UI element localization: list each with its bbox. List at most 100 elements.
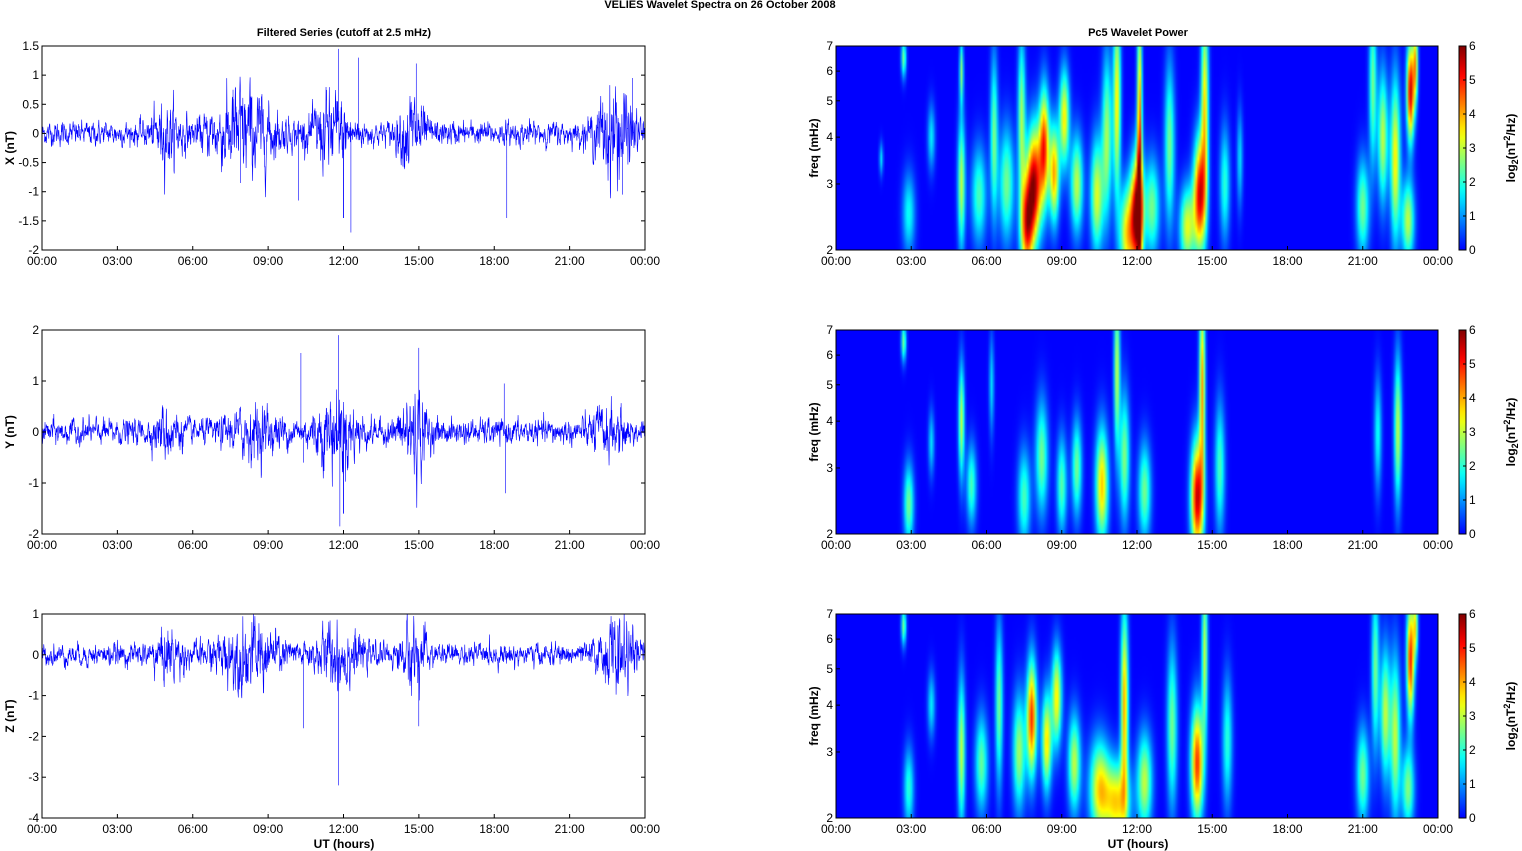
x-tick-label: 18:00 — [1272, 822, 1302, 836]
y-tick-label: 1 — [32, 607, 39, 621]
figure-title: VELIES Wavelet Spectra on 26 October 200… — [604, 0, 835, 11]
wavelet-power-map — [836, 330, 1438, 534]
colorbar-tick-label: 1 — [1469, 493, 1476, 507]
y-tick-label: -3 — [28, 770, 39, 784]
y-tick-label: 2 — [826, 243, 833, 257]
y-tick-label: 4 — [826, 698, 833, 712]
y-tick-label: 7 — [826, 323, 833, 337]
colorbar-tick-label: 2 — [1469, 459, 1476, 473]
x-tick-label: 12:00 — [328, 254, 358, 268]
x-tick-label: 00:00 — [1423, 538, 1453, 552]
x-tick-label: 00:00 — [630, 254, 660, 268]
y-tick-label: 6 — [826, 64, 833, 78]
x-tick-label: 18:00 — [479, 254, 509, 268]
y-tick-label: 0 — [32, 648, 39, 662]
x-tick-label: 06:00 — [178, 822, 208, 836]
colorbar-tick-label: 1 — [1469, 209, 1476, 223]
left-column-title: Filtered Series (cutoff at 2.5 mHz) — [257, 27, 432, 39]
x-tick-label: 00:00 — [27, 538, 57, 552]
y-tick-label: -1 — [28, 185, 39, 199]
y-tick-label: 3 — [826, 177, 833, 191]
x-tick-label: 15:00 — [1197, 822, 1227, 836]
x-tick-label: 09:00 — [1047, 254, 1077, 268]
wavelet-power-map — [836, 614, 1438, 818]
colorbar-label: log2(nT2/Hz) — [1502, 682, 1520, 751]
colorbar-tick-label: 5 — [1469, 641, 1476, 655]
y-tick-label: 5 — [826, 662, 833, 676]
right-column-title: Pc5 Wavelet Power — [1088, 27, 1189, 39]
x-tick-label: 15:00 — [1197, 538, 1227, 552]
x-tick-label: 06:00 — [971, 822, 1001, 836]
colorbar-tick-label: 1 — [1469, 777, 1476, 791]
x-tick-label: 18:00 — [1272, 538, 1302, 552]
x-tick-label: 00:00 — [821, 822, 851, 836]
series-panel-y: -2 -1 0 1 2 00:00 03:00 06:00 09:00 12:00 15:00 18:… — [3, 323, 660, 552]
series-panel-z: -4 -3 -2 -1 0 1 00:00 03:00 06:00 09:00 12:00 15:00… — [3, 607, 660, 836]
trace-z — [42, 614, 645, 786]
x-tick-label: 09:00 — [253, 822, 283, 836]
y-tick-label: -2 — [28, 729, 39, 743]
left-xlabel: UT (hours) — [314, 837, 375, 851]
y-tick-label: 0 — [32, 425, 39, 439]
x-tick-label: 15:00 — [1197, 254, 1227, 268]
x-tick-label: 12:00 — [328, 822, 358, 836]
colorbar-tick-label: 5 — [1469, 357, 1476, 371]
y-tick-label: 1.5 — [22, 39, 39, 53]
colorbar-tick-label: 0 — [1469, 527, 1476, 541]
colorbar-label: log2(nT2/Hz) — [1502, 114, 1520, 183]
x-tick-label: 09:00 — [253, 538, 283, 552]
y-tick-label: 0 — [32, 126, 39, 140]
y-tick-label: 1 — [32, 374, 39, 388]
colorbar-label: log2(nT2/Hz) — [1502, 398, 1520, 467]
x-tick-label: 06:00 — [971, 254, 1001, 268]
y-tick-label: 0.5 — [22, 97, 39, 111]
y-axis-label: freq (mHz) — [807, 118, 821, 177]
x-tick-label: 00:00 — [1423, 822, 1453, 836]
x-tick-label: 15:00 — [404, 822, 434, 836]
x-tick-label: 12:00 — [1122, 538, 1152, 552]
y-axis-label: Z (nT) — [3, 699, 17, 732]
x-tick-label: 03:00 — [102, 822, 132, 836]
y-tick-label: 3 — [826, 745, 833, 759]
y-tick-label: 6 — [826, 632, 833, 646]
y-tick-label: -4 — [28, 811, 39, 825]
x-tick-label: 18:00 — [1272, 254, 1302, 268]
x-tick-label: 00:00 — [1423, 254, 1453, 268]
colorbar-tick-label: 4 — [1469, 675, 1476, 689]
x-tick-label: 21:00 — [555, 822, 585, 836]
y-axis-label: X (nT) — [3, 131, 17, 165]
colorbar-tick-label: 5 — [1469, 73, 1476, 87]
x-tick-label: 09:00 — [1047, 822, 1077, 836]
x-tick-label: 09:00 — [253, 254, 283, 268]
plot-area — [42, 614, 645, 818]
colorbar-tick-label: 6 — [1469, 607, 1476, 621]
x-tick-label: 12:00 — [1122, 254, 1152, 268]
colorbar-tick-label: 6 — [1469, 39, 1476, 53]
x-tick-label: 21:00 — [1348, 538, 1378, 552]
y-axis-label: freq (mHz) — [807, 686, 821, 745]
x-tick-label: 12:00 — [328, 538, 358, 552]
y-tick-label: 2 — [826, 527, 833, 541]
colorbar-tick-label: 4 — [1469, 107, 1476, 121]
y-tick-label: 4 — [826, 414, 833, 428]
colorbar-tick-label: 2 — [1469, 743, 1476, 757]
x-tick-label: 03:00 — [896, 538, 926, 552]
y-tick-label: 5 — [826, 378, 833, 392]
x-tick-label: 06:00 — [178, 254, 208, 268]
x-tick-label: 00:00 — [821, 538, 851, 552]
y-tick-label: 7 — [826, 607, 833, 621]
y-tick-label: -2 — [28, 527, 39, 541]
x-tick-label: 21:00 — [1348, 822, 1378, 836]
colorbar-tick-label: 0 — [1469, 243, 1476, 257]
colorbar-tick-label: 4 — [1469, 391, 1476, 405]
y-axis-label: Y (nT) — [3, 415, 17, 449]
colorbar-tick-label: 3 — [1469, 709, 1476, 723]
right-xlabel: UT (hours) — [1108, 837, 1169, 851]
trace-y — [42, 335, 645, 527]
y-tick-label: 1 — [32, 68, 39, 82]
colorbar-tick-label: 0 — [1469, 811, 1476, 825]
x-tick-label: 21:00 — [555, 538, 585, 552]
power-panel-z: 2 3 4 5 6 7 00:00 03:00 06:00 09:00 12:00 15:00 18:0… — [807, 607, 1520, 836]
x-tick-label: 06:00 — [971, 538, 1001, 552]
